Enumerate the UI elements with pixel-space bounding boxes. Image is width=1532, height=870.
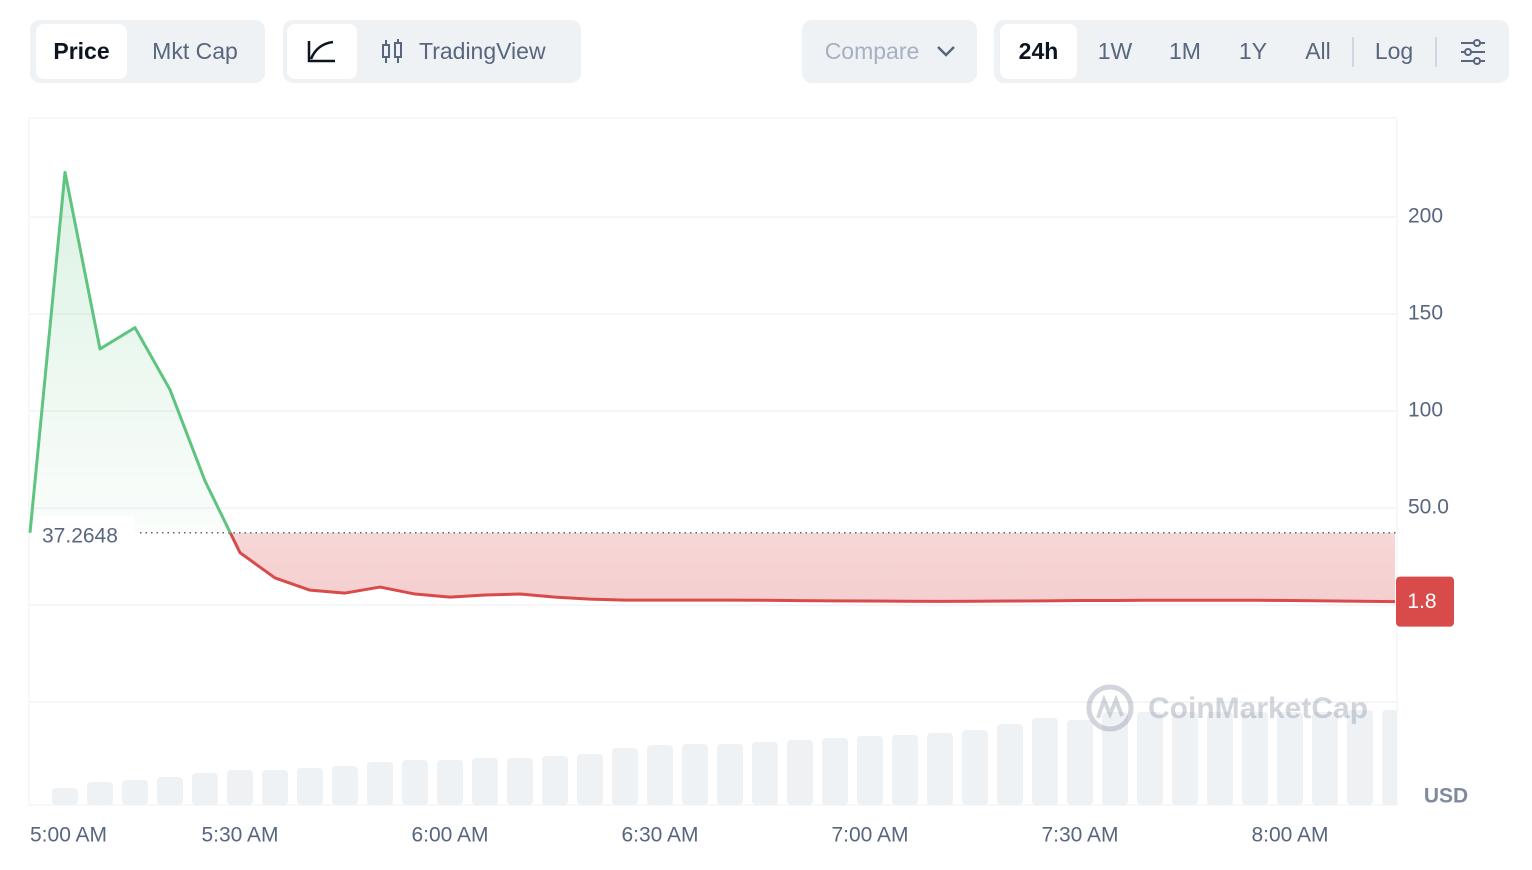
- volume-bar: [1347, 710, 1373, 805]
- x-tick-label: 7:00 AM: [831, 824, 908, 847]
- volume-bar: [367, 762, 393, 805]
- plot-frame: [28, 117, 1398, 806]
- range-all[interactable]: All: [1305, 38, 1331, 64]
- volume-bar: [1242, 712, 1268, 805]
- x-tick-label: 6:00 AM: [411, 824, 488, 847]
- metric-group: Price Mkt Cap: [30, 20, 265, 83]
- watermark: CoinMarketCap: [1086, 684, 1368, 732]
- range-1w[interactable]: 1W: [1097, 38, 1133, 64]
- price-line: [28, 170, 1396, 604]
- volume-bar: [297, 768, 323, 805]
- baseline-label-bg: [34, 515, 134, 550]
- x-tick-label: 5:00 AM: [30, 824, 107, 847]
- volume-bar: [612, 748, 638, 805]
- line-button[interactable]: [287, 24, 357, 79]
- x-tick-label: 6:30 AM: [621, 824, 698, 847]
- log-button[interactable]: Log: [1374, 38, 1414, 64]
- volume-bar: [752, 742, 778, 805]
- volume-bar: [542, 756, 568, 805]
- chevron: [937, 46, 955, 57]
- volume-bar: [227, 770, 253, 805]
- compare-button[interactable]: Compare: [824, 38, 920, 64]
- volume-bar: [787, 740, 813, 805]
- volume-bar: [402, 760, 428, 805]
- volume-bar: [717, 744, 743, 805]
- volume-bar: [1102, 712, 1128, 805]
- volume-bar: [122, 780, 148, 805]
- candle-icon: [382, 39, 402, 63]
- range-1y[interactable]: 1Y: [1238, 38, 1268, 64]
- divider: [1352, 37, 1354, 67]
- volume-bar: [1382, 710, 1397, 805]
- chart-type-group: TradingView: [283, 20, 581, 83]
- mktcap-button[interactable]: Mkt Cap: [152, 38, 238, 64]
- range-group: 24h 1W 1M 1Y All Log: [994, 20, 1509, 83]
- x-tick-label: 8:00 AM: [1251, 824, 1328, 847]
- volume-bar: [157, 777, 183, 805]
- baseline-label: 37.2648: [42, 524, 118, 547]
- volume-bar: [577, 754, 603, 805]
- volume-bar: [1172, 712, 1198, 805]
- volume-bar: [647, 745, 673, 805]
- watermark-text: CoinMarketCap: [1148, 692, 1368, 725]
- volume-bar: [1032, 718, 1058, 805]
- volume-bar: [1137, 712, 1163, 805]
- y-tick-label: 200: [1408, 205, 1443, 228]
- settings-icon[interactable]: [1458, 37, 1488, 67]
- volume-bar: [997, 724, 1023, 805]
- volume-bar: [892, 735, 918, 805]
- volume-bar: [262, 770, 288, 805]
- price-area: [30, 172, 1395, 602]
- range-24h[interactable]: 24h: [1000, 24, 1077, 79]
- volume-bar: [1207, 712, 1233, 805]
- compare-group: Compare: [802, 20, 977, 83]
- volume-bar: [822, 738, 848, 805]
- last-price-label: 1.8: [1407, 590, 1436, 613]
- volume-bar: [507, 758, 533, 805]
- x-tick-label: 7:30 AM: [1041, 824, 1118, 847]
- currency: USD: [1424, 785, 1468, 808]
- tradingview-button[interactable]: TradingView: [419, 38, 546, 64]
- volume-bar: [472, 758, 498, 805]
- volume-bar: [1067, 720, 1093, 805]
- volume-bar: [927, 733, 953, 805]
- y-tick-label: 100: [1408, 399, 1443, 422]
- volume-bar: [192, 773, 218, 805]
- price-button[interactable]: Price: [36, 24, 127, 79]
- volume-bar: [87, 782, 113, 805]
- volume-bar: [857, 736, 883, 805]
- y-tick-label: 50.0: [1408, 496, 1449, 519]
- volume-bar: [437, 760, 463, 805]
- volume-bar: [962, 730, 988, 805]
- y-tick-label: 150: [1408, 302, 1443, 325]
- line-icon: [307, 40, 335, 63]
- volume-bar: [1277, 712, 1303, 805]
- volume-bar: [682, 744, 708, 805]
- last-price-box: [1396, 576, 1454, 627]
- x-tick-label: 5:30 AM: [201, 824, 278, 847]
- volume-bar: [52, 788, 78, 805]
- volume-bar: [1312, 712, 1338, 805]
- range-1m[interactable]: 1M: [1169, 38, 1201, 64]
- volume-bar: [332, 766, 358, 805]
- divider: [1435, 37, 1437, 67]
